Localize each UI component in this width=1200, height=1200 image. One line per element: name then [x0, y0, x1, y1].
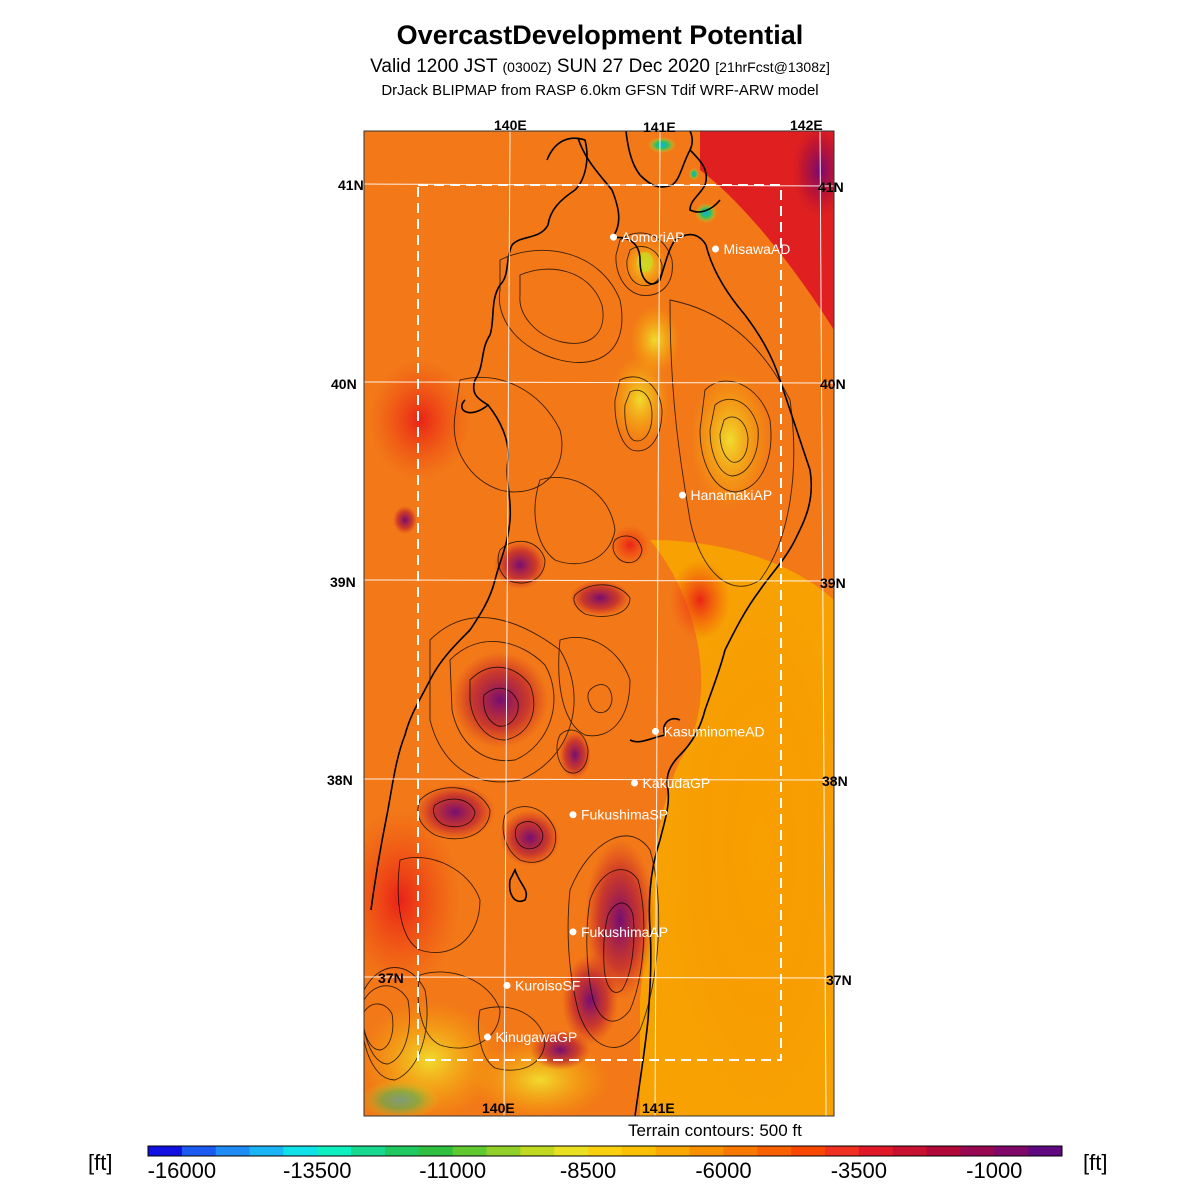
valid-date: SUN 27 Dec 2020 [556, 56, 710, 77]
lat-label-right-40: 40N [820, 376, 846, 392]
colorbar-swatch [1028, 1146, 1063, 1156]
colorbar-frame [147, 1145, 1063, 1157]
lat-label-right-38: 38N [822, 773, 848, 789]
colorbar-tick-label: -3500 [831, 1158, 887, 1183]
colorbar-swatch [621, 1146, 657, 1156]
utc-time: (0300Z) [502, 59, 552, 75]
station-dot [679, 491, 686, 499]
colorbar-swatch [384, 1146, 420, 1156]
station-dot [631, 779, 638, 787]
colorbar-swatch [148, 1146, 183, 1156]
model-source: DrJack BLIPMAP from RASP 6.0km GFSN Tdif… [381, 82, 819, 99]
colorbar-tick-label: -11000 [419, 1158, 486, 1183]
colorbar-swatch [452, 1146, 488, 1156]
colorbar-swatch [418, 1146, 454, 1156]
colorbar-swatch [723, 1146, 758, 1156]
colorbar-swatch [351, 1146, 386, 1156]
station-label: AomoriAP [622, 229, 685, 245]
lon-label-top-141: 141E [643, 119, 676, 135]
inner-domain-box [417, 184, 782, 1061]
station-dot [712, 245, 719, 253]
colorbar-swatch [249, 1146, 284, 1156]
station-dot [569, 928, 577, 936]
colorbar-swatch [520, 1146, 555, 1156]
colorbar-swatch [283, 1146, 318, 1156]
colorbar-swatch [317, 1146, 352, 1156]
lat-label-left-40: 40N [331, 376, 357, 392]
station-dot [503, 981, 511, 989]
map-frame [363, 130, 835, 1117]
lat-label-left-37: 37N [378, 970, 404, 986]
colorbar-swatch [960, 1146, 995, 1156]
station-label: KasuminomeAD [664, 723, 765, 739]
colorbar-swatch [588, 1146, 623, 1156]
colorbar: -16000 -13500 -11000 -8500 -6000 -3500 -1000 [147, 1145, 1063, 1183]
colorbar-swatch [689, 1146, 724, 1156]
colorbar-swatch [554, 1146, 589, 1156]
station-dot [569, 811, 577, 819]
colorbar-tick-label: -13500 [283, 1158, 352, 1183]
terrain-contour-note: Terrain contours: 500 ft [628, 1121, 802, 1140]
colorbar-tick-label: -8500 [560, 1158, 616, 1183]
station-label: HanamakiAP [691, 487, 773, 503]
station-label: KinugawaGP [496, 1029, 578, 1045]
colorbar-swatch [892, 1146, 928, 1156]
colorbar-tick-label: -1000 [966, 1158, 1022, 1183]
station-label: MisawaAD [724, 241, 791, 257]
terrain-contours [364, 232, 795, 1081]
valid-time: Valid 1200 JST [370, 56, 498, 77]
lon-label-bottom-140: 140E [482, 1100, 515, 1116]
lat-label-left-41: 41N [338, 177, 364, 193]
colorbar-tick-label: -16000 [148, 1158, 217, 1183]
lon-label-top-140: 140E [494, 117, 527, 133]
station-label: FukushimaAP [581, 924, 668, 940]
colorbar-swatch [994, 1146, 1029, 1156]
station-dot [484, 1033, 491, 1041]
colorbar-swatch [181, 1146, 217, 1156]
station-label: KakudaGP [643, 775, 711, 791]
lat-label-right-39: 39N [820, 575, 846, 591]
lat-label-left-38: 38N [327, 772, 353, 788]
colorbar-swatch [757, 1146, 792, 1156]
lat-label-left-39: 39N [330, 574, 356, 590]
valid-time-line: Valid 1200 JST (0300Z) SUN 27 Dec 2020 [… [0, 56, 1200, 78]
colorbar-tick-label: -6000 [695, 1158, 751, 1183]
field-shading [364, 131, 834, 1116]
colorbar-swatch [486, 1146, 521, 1156]
station-label: KuroisoSF [515, 977, 580, 993]
station-markers: AomoriAP MisawaAD HanamakiAP KasuminomeAD Ka… [484, 229, 790, 1045]
colorbar-unit-left: [ft] [88, 1150, 113, 1175]
lon-label-bottom-141: 141E [642, 1100, 675, 1116]
colorbar-swatch [791, 1146, 826, 1156]
lat-label-right-37: 37N [826, 972, 852, 988]
colorbar-unit-right: [ft] [1083, 1150, 1108, 1175]
forecast-info: [21hrFcst@1308z] [715, 59, 830, 75]
colorbar-swatch [858, 1146, 894, 1156]
station-label: FukushimaSP [581, 807, 668, 823]
colorbar-swatch [215, 1146, 251, 1156]
station-dot [610, 233, 617, 241]
lat-label-right-41: 41N [818, 179, 844, 195]
graticule [363, 130, 835, 1117]
colorbar-swatch [655, 1146, 691, 1156]
station-dot [652, 727, 659, 735]
lon-label-top-142: 142E [790, 117, 823, 133]
colorbar-swatch [825, 1146, 860, 1156]
colorbar-swatch [926, 1146, 961, 1156]
map-title: OvercastDevelopment Potential [396, 20, 804, 50]
